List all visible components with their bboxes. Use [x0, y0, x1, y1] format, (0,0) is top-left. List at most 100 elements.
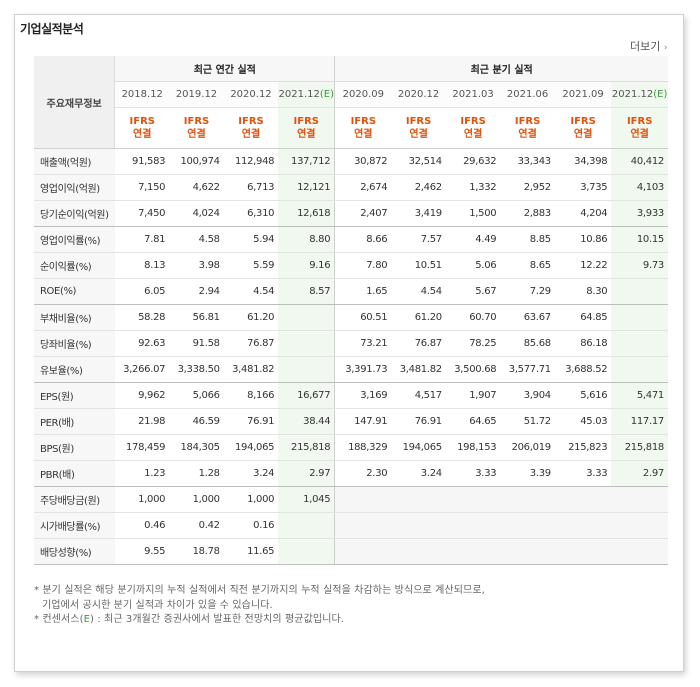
table-cell: 8.57 — [278, 278, 335, 305]
period-header: 2021.06 — [500, 81, 555, 108]
table-cell: 3,735 — [554, 174, 612, 201]
ifrs-label: IFRS 연결 — [554, 107, 612, 149]
table-cell: 1.28 — [169, 460, 224, 487]
table-cell: 9,962 — [114, 382, 170, 409]
table-cell: 0.42 — [169, 512, 224, 539]
table-cell: 8.65 — [500, 252, 555, 279]
table-cell: 58.28 — [114, 304, 170, 331]
table-cell: 8.80 — [278, 226, 335, 253]
table-cell: 3.98 — [169, 252, 224, 279]
row-label: BPS(원) — [34, 434, 115, 461]
table-cell: 3.33 — [554, 460, 612, 487]
period-header: 2021.12(E) — [278, 81, 335, 108]
table-cell: 3.24 — [223, 460, 279, 487]
period-header: 2019.12 — [169, 81, 224, 108]
table-cell — [554, 486, 612, 513]
table-cell: 86.18 — [554, 330, 612, 357]
table-cell: 12,121 — [278, 174, 335, 201]
chevron-right-icon: › — [663, 43, 668, 53]
table-cell: 56.81 — [169, 304, 224, 331]
estimate-mark: (E) — [653, 89, 668, 100]
table-row: 주당배당금(원) 1,000 1,000 1,000 1,045 — [34, 486, 668, 513]
table-cell: 3,933 — [611, 200, 668, 227]
table-cell — [278, 356, 335, 383]
row-label: 당기순이익(억원) — [34, 200, 115, 227]
period-header: 2021.03 — [445, 81, 501, 108]
table-cell: 16,677 — [278, 382, 335, 409]
row-label: EPS(원) — [34, 382, 115, 409]
table-cell: 85.68 — [500, 330, 555, 357]
table-cell: 1.23 — [114, 460, 170, 487]
table-cell: 184,305 — [169, 434, 224, 461]
table-cell — [334, 486, 392, 513]
table-cell: 2.94 — [169, 278, 224, 305]
table-cell — [278, 330, 335, 357]
table-cell: 11.65 — [223, 538, 279, 565]
table-cell: 206,019 — [500, 434, 555, 461]
table-cell — [445, 512, 501, 539]
row-label: 유보율(%) — [34, 356, 115, 383]
table-cell: 6,310 — [223, 200, 279, 227]
period-header: 2018.12 — [114, 81, 170, 108]
row-label: 배당성향(%) — [34, 538, 115, 565]
table-cell: 8,166 — [223, 382, 279, 409]
table-cell: 91.58 — [169, 330, 224, 357]
row-label: 주당배당금(원) — [34, 486, 115, 513]
footnotes: * 분기 실적은 해당 분기까지의 누적 실적에서 직전 분기까지의 누적 실적… — [34, 584, 668, 628]
table-cell: 4.58 — [169, 226, 224, 253]
ifrs-label: IFRS 연결 — [334, 107, 392, 149]
table-cell: 4,204 — [554, 200, 612, 227]
table-cell: 63.67 — [500, 304, 555, 331]
footnote-consensus-suffix: ) : 최근 3개월간 증권사에서 발표한 전망치의 평균값입니다. — [90, 614, 345, 625]
table-cell: 92.63 — [114, 330, 170, 357]
more-link-label[interactable]: 더보기 — [630, 40, 661, 53]
table-cell: 2.97 — [611, 460, 668, 487]
period-header: 2020.12 — [223, 81, 279, 108]
table-cell: 46.59 — [169, 408, 224, 435]
table-cell: 100,974 — [169, 148, 224, 175]
table-cell: 1,045 — [278, 486, 335, 513]
table-cell: 8.30 — [554, 278, 612, 305]
table-cell: 4,024 — [169, 200, 224, 227]
table-cell: 38.44 — [278, 408, 335, 435]
table-cell: 215,818 — [278, 434, 335, 461]
table-cell: 5.06 — [445, 252, 501, 279]
period-header: 2021.12(E) — [611, 81, 668, 108]
ifrs-label: IFRS 연결 — [500, 107, 555, 149]
table-row: 당기순이익(억원) 7,450 4,024 6,310 12,618 2,407 3,419… — [34, 200, 668, 227]
table-cell — [500, 538, 555, 565]
row-label: 매출액(억원) — [34, 148, 115, 175]
table-cell — [391, 538, 446, 565]
table-row: EPS(원) 9,962 5,066 8,166 16,677 3,169 4,517 1,9… — [34, 382, 668, 409]
table-cell: 3.24 — [391, 460, 446, 487]
footnote-quarter: * 분기 실적은 해당 분기까지의 누적 실적에서 직전 분기까지의 누적 실적… — [34, 585, 485, 596]
estimate-mark: (E) — [319, 89, 335, 100]
table-row: 시가배당률(%) 0.46 0.42 0.16 — [34, 512, 668, 539]
footnote-quarter-cont: 기업에서 공시한 분기 실적과 차이가 있을 수 있습니다. — [42, 599, 273, 611]
table-cell: 1,500 — [445, 200, 501, 227]
table-cell — [611, 538, 668, 565]
table-cell: 60.70 — [445, 304, 501, 331]
table-cell: 147.91 — [334, 408, 392, 435]
table-cell: 194,065 — [391, 434, 446, 461]
row-label: 당좌비율(%) — [34, 330, 115, 357]
table-cell: 1,000 — [169, 486, 224, 513]
table-cell: 3,577.71 — [500, 356, 555, 383]
row-label: PBR(배) — [34, 460, 115, 487]
table-cell: 78.25 — [445, 330, 501, 357]
table-cell: 9.55 — [114, 538, 170, 565]
table-cell: 9.73 — [611, 252, 668, 279]
table-cell: 6.05 — [114, 278, 170, 305]
table-cell: 4,622 — [169, 174, 224, 201]
table-cell: 2,952 — [500, 174, 555, 201]
table-cell — [278, 512, 335, 539]
table-cell: 4.54 — [223, 278, 279, 305]
table-cell: 2.30 — [334, 460, 392, 487]
table-cell: 61.20 — [391, 304, 446, 331]
table-cell: 10.86 — [554, 226, 612, 253]
table-cell: 32,514 — [391, 148, 446, 175]
more-link[interactable]: 더보기 › — [630, 38, 667, 54]
table-cell: 3,500.68 — [445, 356, 501, 383]
table-cell: 5,066 — [169, 382, 224, 409]
table-cell: 6,713 — [223, 174, 279, 201]
